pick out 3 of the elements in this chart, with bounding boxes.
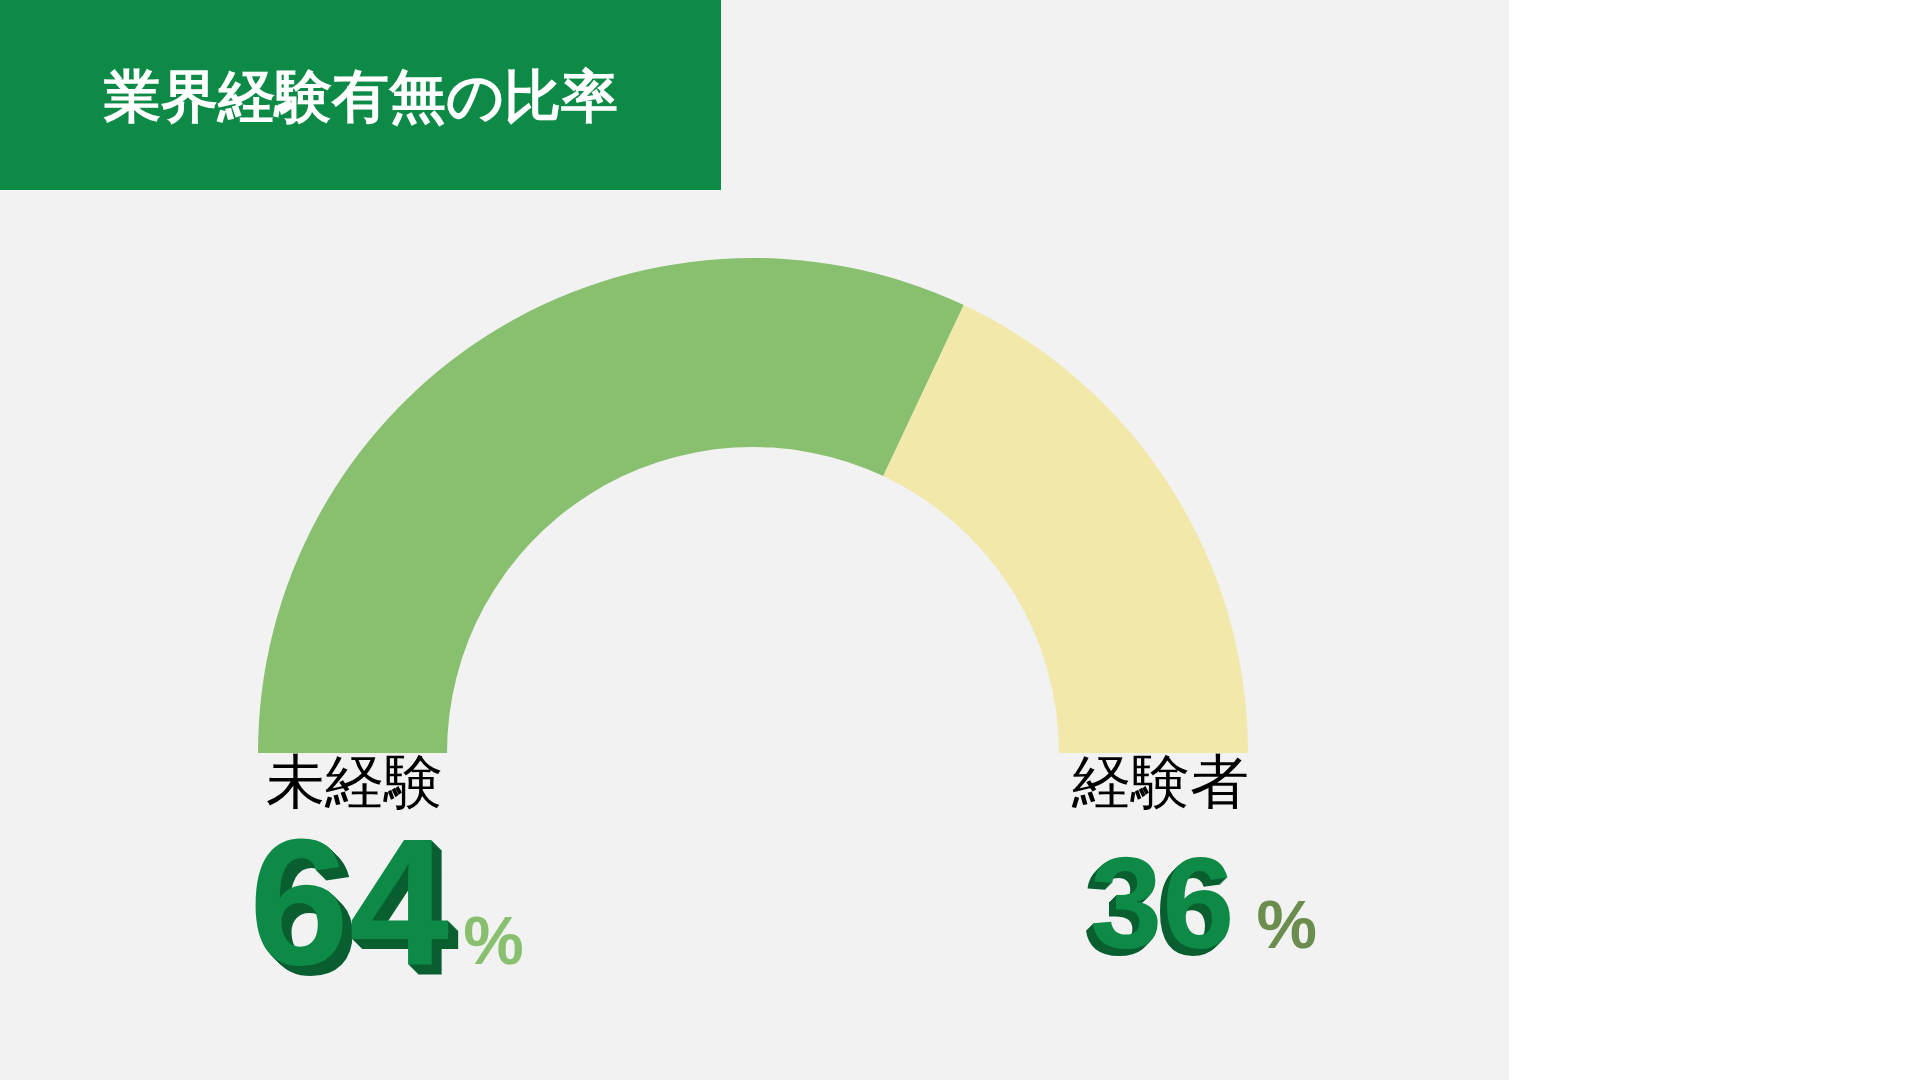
data-label: 36% <box>1090 830 1318 976</box>
slice-label: 経験者 <box>1072 749 1249 815</box>
chart-title: 業界経験有無の比率 <box>104 63 618 128</box>
